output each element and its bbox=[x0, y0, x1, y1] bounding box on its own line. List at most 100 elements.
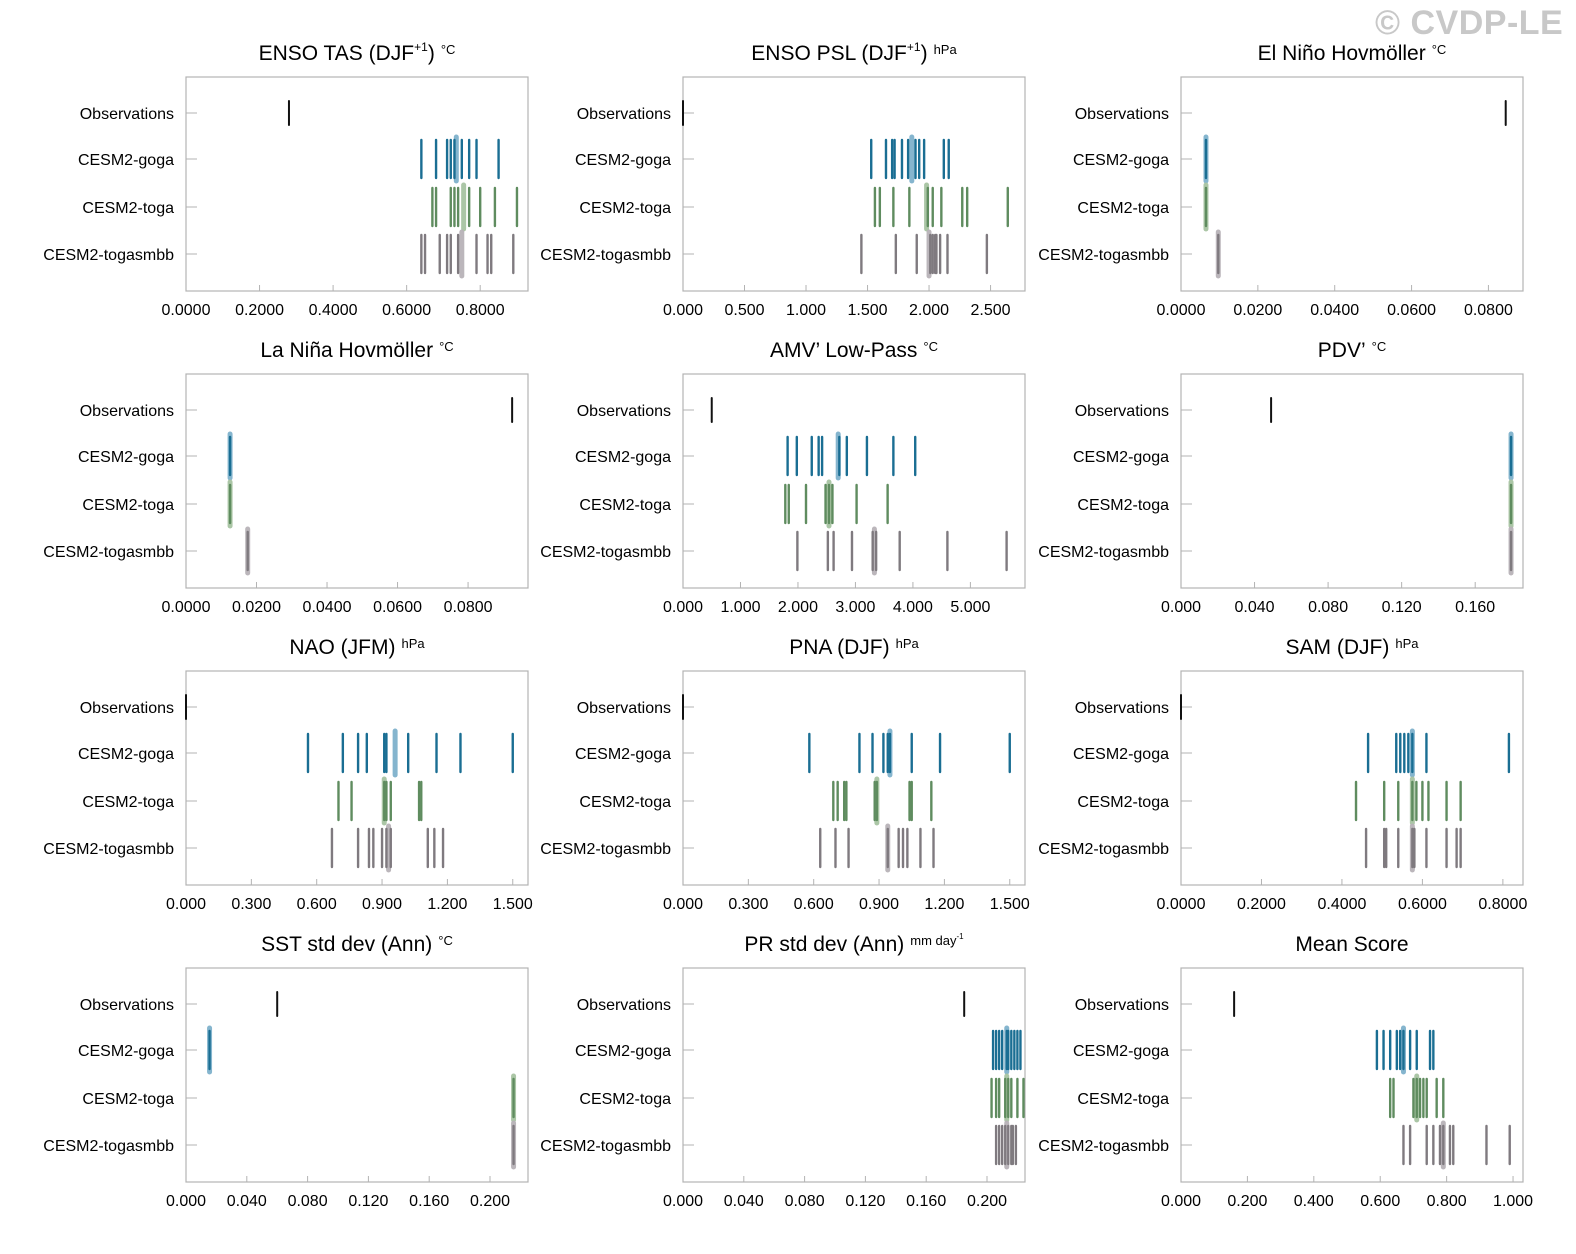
row-label: CESM2-goga bbox=[575, 746, 671, 763]
x-tick-label: 2.500 bbox=[971, 302, 1011, 319]
x-tick-label: 0.800 bbox=[1427, 1193, 1467, 1210]
plot-frame bbox=[682, 670, 1026, 886]
chart-units: hPa bbox=[896, 636, 920, 651]
row-label: CESM2-toga bbox=[1077, 1091, 1169, 1108]
x-tick-label: 4.000 bbox=[893, 599, 933, 616]
x-tick-label: 0.000 bbox=[663, 302, 703, 319]
x-tick-label: 0.0800 bbox=[444, 599, 493, 616]
x-tick-label: 0.0000 bbox=[1157, 302, 1206, 319]
x-tick-label: 0.160 bbox=[906, 1193, 946, 1210]
chart-title: El Niño Hovmöller °C bbox=[1258, 42, 1447, 65]
chart-units: °C bbox=[438, 933, 453, 948]
x-tick-label: 1.500 bbox=[990, 896, 1030, 913]
row-label: Observations bbox=[80, 997, 174, 1014]
x-tick-label: 0.0400 bbox=[1310, 302, 1359, 319]
x-tick-label: 0.000 bbox=[1161, 599, 1201, 616]
x-tick-label: 0.6000 bbox=[1398, 896, 1447, 913]
chart-units: °C bbox=[439, 339, 454, 354]
chart-title: La Niña Hovmöller °C bbox=[260, 339, 453, 362]
x-tick-label: 0.500 bbox=[724, 302, 764, 319]
plot-frame bbox=[1180, 967, 1524, 1183]
plot-frame bbox=[185, 373, 529, 589]
chart-units: °C bbox=[923, 339, 938, 354]
chart-title-text: SST std dev (Ann) bbox=[261, 933, 432, 956]
row-label: CESM2-toga bbox=[82, 200, 174, 217]
x-tick-label: 0.200 bbox=[967, 1193, 1007, 1210]
x-tick-label: 0.080 bbox=[1308, 599, 1348, 616]
x-tick-label: 0.900 bbox=[859, 896, 899, 913]
chart-title: PNA (DJF) hPa bbox=[789, 636, 919, 659]
strip-chart: SAM (DJF) hPa Observations CESM2-goga CESM2-… bbox=[1038, 636, 1527, 913]
chart-units: hPa bbox=[934, 42, 958, 57]
row-label: CESM2-toga bbox=[82, 1091, 174, 1108]
chart-units: °C bbox=[1432, 42, 1447, 57]
row-label: CESM2-togasmbb bbox=[540, 544, 671, 561]
row-label: Observations bbox=[577, 997, 671, 1014]
chart-title-text: La Niña Hovmöller bbox=[260, 339, 433, 362]
strip-chart: La Niña Hovmöller °C Observations CESM2-gog… bbox=[43, 339, 529, 616]
row-label: CESM2-toga bbox=[1077, 200, 1169, 217]
x-tick-label: 1.200 bbox=[924, 896, 964, 913]
row-label: CESM2-togasmbb bbox=[540, 247, 671, 264]
x-tick-label: 0.0000 bbox=[1157, 896, 1206, 913]
row-label: CESM2-goga bbox=[78, 152, 174, 169]
x-tick-label: 0.080 bbox=[785, 1193, 825, 1210]
chart-title-close: ) bbox=[921, 42, 928, 65]
plot-frame bbox=[682, 967, 1026, 1183]
row-label: CESM2-goga bbox=[1073, 1043, 1169, 1060]
plot-frame bbox=[1180, 373, 1524, 589]
x-tick-label: 0.0800 bbox=[1464, 302, 1513, 319]
row-label: CESM2-toga bbox=[579, 1091, 671, 1108]
chart-title-text: El Niño Hovmöller bbox=[1258, 42, 1426, 65]
plot-frame bbox=[682, 373, 1026, 589]
x-tick-label: 0.040 bbox=[1235, 599, 1275, 616]
x-tick-label: 0.300 bbox=[231, 896, 271, 913]
x-tick-label: 0.0000 bbox=[162, 302, 211, 319]
row-label: CESM2-goga bbox=[575, 1043, 671, 1060]
plot-frame bbox=[682, 76, 1026, 292]
chart-title-text: PR std dev (Ann) bbox=[744, 933, 904, 956]
chart-units: °C bbox=[1372, 339, 1387, 354]
row-label: CESM2-toga bbox=[579, 200, 671, 217]
x-tick-label: 2.000 bbox=[778, 599, 818, 616]
chart-units: mm day bbox=[910, 933, 957, 948]
x-tick-label: 0.000 bbox=[1161, 1193, 1201, 1210]
row-label: Observations bbox=[80, 700, 174, 717]
x-tick-label: 3.000 bbox=[835, 599, 875, 616]
chart-title: PDV’ °C bbox=[1318, 339, 1386, 362]
row-label: Observations bbox=[577, 700, 671, 717]
x-tick-label: 0.000 bbox=[663, 1193, 703, 1210]
x-tick-label: 0.4000 bbox=[309, 302, 358, 319]
chart-title: ENSO TAS (DJF+1) °C bbox=[259, 40, 456, 65]
row-label: CESM2-togasmbb bbox=[43, 247, 174, 264]
row-label: Observations bbox=[1075, 403, 1169, 420]
chart-title-superscript: +1 bbox=[414, 40, 428, 54]
strip-chart: Mean Score Observations CESM2-goga CESM2-to… bbox=[1038, 933, 1533, 1210]
watermark: © CVDP-LE bbox=[1375, 4, 1564, 42]
chart-title-text: NAO (JFM) bbox=[289, 636, 395, 659]
row-label: Observations bbox=[1075, 700, 1169, 717]
chart-units-superscript: -1 bbox=[957, 932, 965, 941]
x-tick-label: 1.500 bbox=[493, 896, 533, 913]
row-label: Observations bbox=[577, 106, 671, 123]
x-tick-label: 0.0600 bbox=[1387, 302, 1436, 319]
row-label: Observations bbox=[1075, 997, 1169, 1014]
row-label: CESM2-togasmbb bbox=[1038, 1138, 1169, 1155]
chart-title-superscript: +1 bbox=[907, 40, 921, 54]
x-tick-label: 0.0000 bbox=[162, 599, 211, 616]
chart-title-text: SAM (DJF) bbox=[1286, 636, 1390, 659]
strip-chart: PNA (DJF) hPa Observations CESM2-goga CESM2-… bbox=[540, 636, 1030, 913]
row-label: CESM2-toga bbox=[82, 497, 174, 514]
x-tick-label: 0.600 bbox=[297, 896, 337, 913]
chart-units: hPa bbox=[1395, 636, 1419, 651]
x-tick-label: 1.200 bbox=[427, 896, 467, 913]
chart-title: NAO (JFM) hPa bbox=[289, 636, 425, 659]
chart-title: ENSO PSL (DJF+1) hPa bbox=[751, 40, 957, 65]
x-tick-label: 0.300 bbox=[728, 896, 768, 913]
x-tick-label: 0.040 bbox=[724, 1193, 764, 1210]
x-tick-label: 0.900 bbox=[362, 896, 402, 913]
row-label: CESM2-togasmbb bbox=[43, 1138, 174, 1155]
x-tick-label: 0.600 bbox=[1360, 1193, 1400, 1210]
row-label: CESM2-togasmbb bbox=[43, 544, 174, 561]
